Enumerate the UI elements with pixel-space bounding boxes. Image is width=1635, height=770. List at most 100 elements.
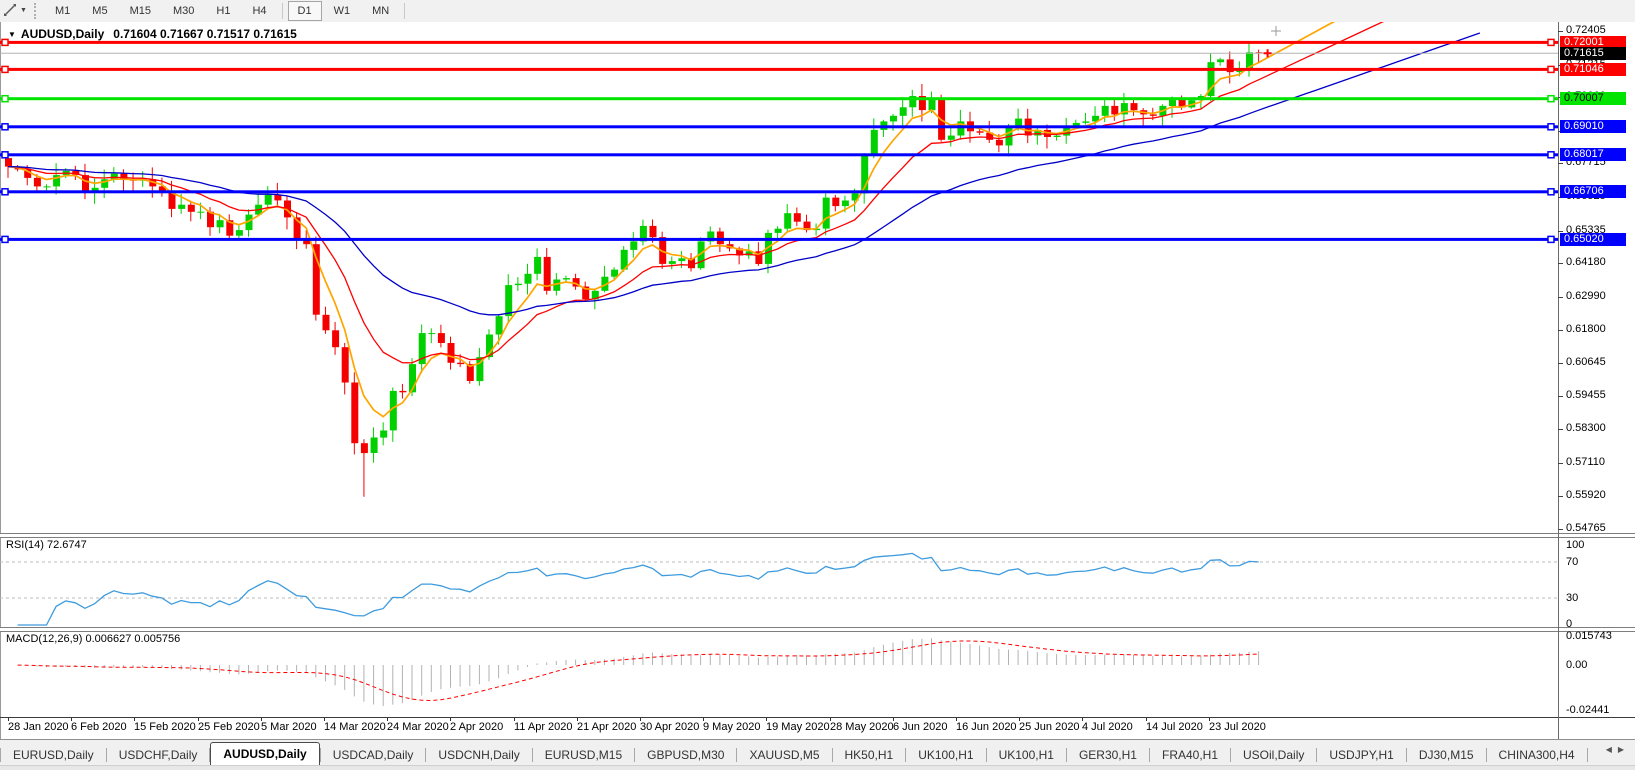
line-handle[interactable] — [1547, 188, 1555, 196]
timeframe-button-h1[interactable]: H1 — [216, 5, 231, 17]
rsi-axis-label: 100 — [1566, 539, 1585, 551]
hline-price-label: 0.72001 — [1560, 36, 1626, 49]
price-tick — [1558, 463, 1563, 464]
price-tick — [1558, 163, 1563, 164]
status-strip — [0, 765, 1635, 770]
tab-separator — [209, 748, 211, 762]
timeframe-button-m30[interactable]: M30 — [172, 5, 195, 17]
draw-tool-caret-icon[interactable]: ▼ — [20, 7, 27, 14]
line-handle[interactable] — [1, 235, 9, 244]
horizontal-line-object[interactable] — [0, 237, 1558, 241]
chart-tab-gbpusd-m30[interactable]: GBPUSD,M30 — [647, 748, 725, 762]
toolbar-grip[interactable] — [34, 3, 39, 19]
timeframe-button-m1[interactable]: M1 — [55, 5, 71, 17]
date-tick — [198, 718, 199, 721]
line-handle[interactable] — [1547, 123, 1555, 131]
candle-bull — [1169, 98, 1176, 106]
chart-tab-xauusd-m5[interactable]: XAUUSD,M5 — [749, 748, 820, 762]
date-label: 11 Apr 2020 — [514, 721, 573, 733]
candle-bull — [264, 194, 272, 205]
date-label: 19 May 2020 — [766, 721, 830, 733]
line-handle[interactable] — [1547, 151, 1555, 159]
line-handle[interactable] — [1547, 94, 1555, 103]
rsi-pane-canvas[interactable] — [0, 536, 1560, 627]
candle-bear — [755, 251, 763, 264]
draw-tool-icon[interactable]: ▼ — [2, 2, 32, 20]
line-handle[interactable] — [1, 151, 9, 159]
candle-bear — [1130, 103, 1138, 111]
candle-bear — [24, 169, 32, 178]
rsi-axis-label: 0 — [1566, 618, 1573, 630]
candle-bull — [1015, 118, 1023, 126]
candle-bear — [207, 211, 214, 228]
candle-bear — [312, 244, 320, 315]
line-handle[interactable] — [1, 38, 9, 47]
line-handle[interactable] — [1547, 65, 1555, 74]
main-chart-canvas[interactable] — [0, 22, 1560, 533]
price-tick — [1558, 31, 1563, 32]
chart-tab-audusd-daily[interactable]: AUDUSD,Daily — [210, 742, 320, 766]
line-handle[interactable] — [1, 65, 9, 74]
candle-bull — [486, 334, 493, 358]
timeframe-button-m5[interactable]: M5 — [92, 5, 108, 17]
timeframe-button-mn[interactable]: MN — [372, 5, 390, 17]
chart-dropdown-icon[interactable]: ▼ — [8, 30, 16, 39]
candle-bear — [649, 225, 657, 238]
candle-bull — [418, 333, 426, 365]
tab-scroll-arrows[interactable]: ◀▶ — [1606, 745, 1630, 754]
candle-bear — [1178, 98, 1186, 108]
date-label: 24 Mar 2020 — [387, 721, 449, 733]
timeframe-button-m15[interactable]: M15 — [129, 5, 151, 17]
trendline-icon — [4, 4, 16, 16]
chart-tab-dj30-m15[interactable]: DJ30,M15 — [1418, 748, 1474, 762]
line-handle[interactable] — [1547, 235, 1555, 244]
horizontal-line-object[interactable] — [0, 97, 1558, 101]
horizontal-line-object[interactable] — [0, 190, 1558, 194]
date-tick — [893, 718, 894, 721]
chart-tab-uk100-h1[interactable]: UK100,H1 — [998, 748, 1054, 762]
line-handle[interactable] — [1547, 38, 1555, 47]
chart-tab-ger30-h1[interactable]: GER30,H1 — [1078, 748, 1137, 762]
line-handle[interactable] — [1, 188, 9, 196]
chart-tab-usdchf-daily[interactable]: USDCHF,Daily — [118, 748, 198, 762]
chart-tab-eurusd-daily[interactable]: EURUSD,Daily — [13, 748, 94, 762]
chart-tab-usdcad-daily[interactable]: USDCAD,Daily — [332, 748, 414, 762]
candle-bull — [1101, 105, 1109, 116]
line-handle[interactable] — [1, 123, 9, 131]
tab-scroll-left-icon[interactable]: ◀ — [1605, 745, 1618, 754]
chart-tab-usoil-daily[interactable]: USOil,Daily — [1243, 748, 1305, 762]
candle-bull — [611, 269, 619, 277]
horizontal-line-object[interactable] — [0, 40, 1558, 44]
candle-bull — [245, 214, 253, 231]
candle-bull — [476, 357, 484, 382]
timeframe-separator — [281, 3, 283, 19]
macd-pane-canvas[interactable] — [0, 630, 1560, 717]
chart-tab-china300-h4[interactable]: CHINA300,H4 — [1498, 748, 1575, 762]
candle-bull — [899, 107, 907, 116]
date-tick — [514, 718, 515, 721]
rsi-label: RSI(14) 72.6747 — [6, 539, 87, 551]
timeframe-button-d1[interactable]: D1 — [287, 1, 322, 21]
moving-average-13 — [7, 22, 1384, 364]
timeframe-toolbar: M1 M5 M15 M30 H1 H4 D1 W1 MN — [44, 0, 409, 22]
timeframe-button-w1[interactable]: W1 — [333, 5, 351, 17]
line-handle[interactable] — [1, 94, 9, 103]
tab-scroll-right-icon[interactable]: ▶ — [1617, 745, 1630, 754]
chart-tab-usdjpy-h1[interactable]: USDJPY,H1 — [1329, 748, 1394, 762]
pane-splitter-macd[interactable] — [0, 627, 1635, 632]
chart-tab-uk100-h1[interactable]: UK100,H1 — [918, 748, 974, 762]
chart-tab-hk50-h1[interactable]: HK50,H1 — [844, 748, 894, 762]
candle-bull — [745, 251, 753, 256]
horizontal-line-object[interactable] — [0, 153, 1558, 157]
tab-separator — [1316, 748, 1318, 762]
date-label: 6 Jun 2020 — [893, 721, 948, 733]
pane-splitter-rsi[interactable] — [0, 533, 1635, 538]
horizontal-line-object[interactable] — [0, 67, 1558, 71]
date-label: 30 Apr 2020 — [640, 721, 700, 733]
chart-tab-eurusd-m15[interactable]: EURUSD,M15 — [544, 748, 623, 762]
horizontal-line-object[interactable] — [0, 125, 1558, 129]
chart-tab-usdcnh-daily[interactable]: USDCNH,Daily — [438, 748, 520, 762]
timeframe-button-h4[interactable]: H4 — [252, 5, 267, 17]
chart-tab-fra40-h1[interactable]: FRA40,H1 — [1161, 748, 1219, 762]
